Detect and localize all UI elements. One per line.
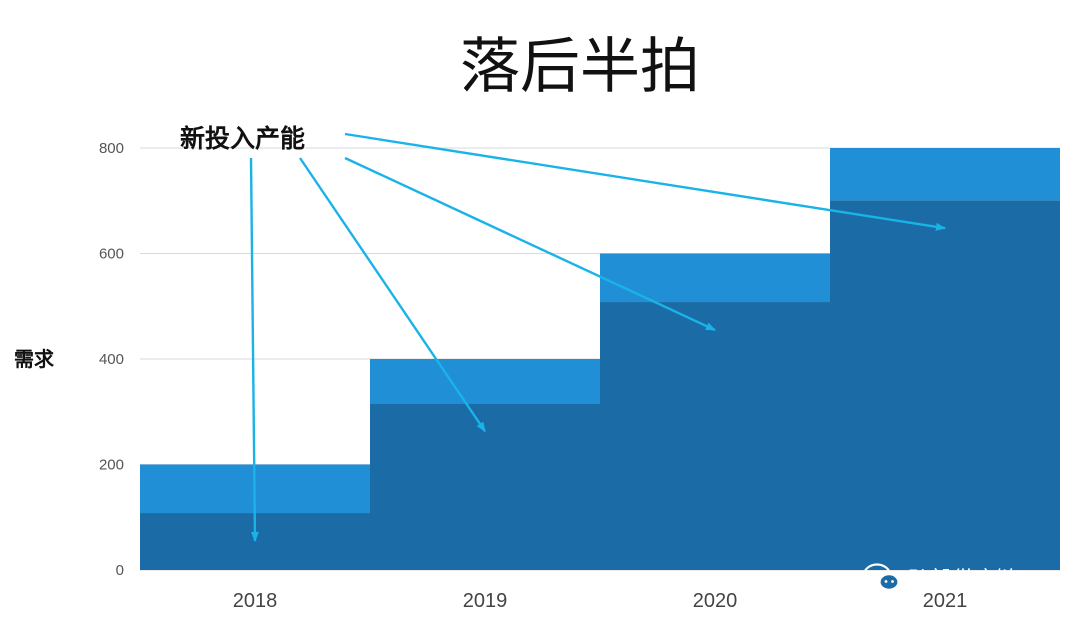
bar-new-capacity-2019 (370, 359, 600, 404)
annotation-arrows (249, 132, 946, 543)
y-axis-label: 需求 (14, 347, 54, 371)
annotation-arrow-2019 (299, 157, 486, 433)
bar-new-capacity-2021 (830, 148, 1060, 201)
axis-ticks: 0 200 400 600 800 2018 2019 2020 2021 (99, 140, 967, 612)
y-tick-label: 0 (116, 562, 124, 579)
annotation-arrow-2018 (249, 157, 259, 543)
bar-existing-2021 (830, 200, 1060, 570)
annotation-arrow-2020 (344, 156, 716, 332)
x-tick-label: 2019 (463, 590, 508, 612)
watermark: 弘毅供应链 (862, 562, 1018, 594)
annotation-label: 新投入产能 (180, 124, 306, 153)
bar-existing-2019 (370, 403, 600, 570)
bar-new-capacity-2020 (600, 253, 830, 303)
x-tick-label: 2020 (693, 590, 738, 612)
y-tick-label: 600 (99, 246, 124, 263)
chart-title: 落后半拍 (460, 32, 700, 102)
bar-existing-2020 (600, 302, 830, 570)
watermark-text: 弘毅供应链 (908, 568, 1019, 593)
y-tick-label: 200 (99, 457, 124, 474)
wechat-icon (862, 563, 900, 592)
x-tick-label: 2021 (923, 590, 968, 612)
y-tick-label: 800 (99, 140, 124, 157)
annotation-arrow-2021 (344, 132, 946, 231)
x-tick-label: 2018 (233, 590, 278, 612)
y-tick-label: 400 (99, 351, 124, 368)
